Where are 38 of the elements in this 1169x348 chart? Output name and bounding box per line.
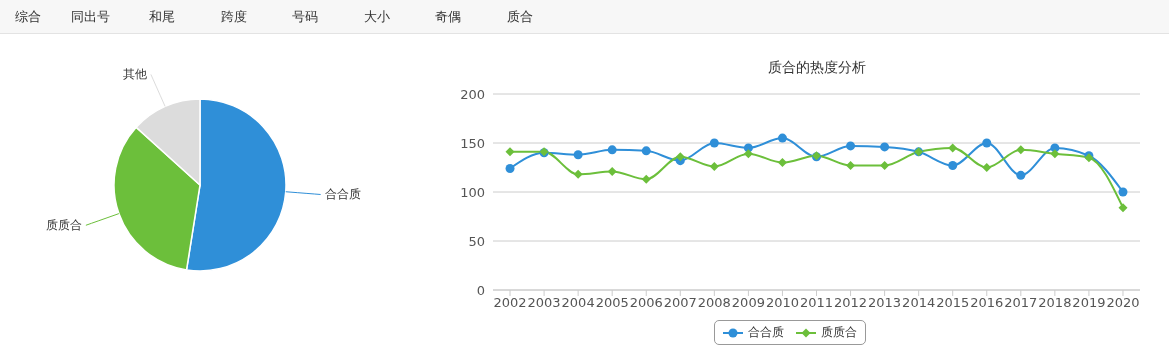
x-tick-label: 2010 — [765, 295, 799, 311]
y-tick-label: 0 — [476, 282, 485, 298]
x-tick-label: 2020 — [1106, 295, 1140, 311]
x-tick-label: 2008 — [697, 295, 731, 311]
x-tick-label: 2019 — [1072, 295, 1106, 311]
text: 跨度 — [219, 8, 248, 26]
y-tick-label: 200 — [460, 86, 485, 102]
x-tick-label: 2009 — [731, 295, 765, 311]
x-tick-label: 2004 — [561, 295, 595, 311]
x-tick-label: 2013 — [868, 295, 902, 311]
slice-label: 质质合 — [45, 218, 82, 233]
chart-title: 质合的热度分析 — [766, 59, 867, 77]
y-tick-label: 50 — [468, 233, 485, 249]
x-tick-label: 2014 — [902, 295, 936, 311]
slice-label: 合合质 — [324, 187, 361, 202]
legend-label: 质质合 — [820, 324, 857, 341]
text: 质合 — [505, 8, 534, 26]
x-tick-label: 2002 — [493, 295, 527, 311]
x-tick-label: 2005 — [595, 295, 629, 311]
x-tick-label: 2003 — [527, 295, 561, 311]
x-tick-label: 2011 — [799, 295, 834, 311]
text: 和尾 — [148, 8, 177, 26]
legend-label: 合合质 — [747, 324, 784, 341]
x-tick-label: 2012 — [834, 295, 868, 311]
x-tick-label: 2017 — [1004, 295, 1038, 311]
text: 同出号 — [70, 8, 112, 26]
x-tick-label: 2007 — [663, 295, 697, 311]
x-tick-label: 2018 — [1038, 295, 1072, 311]
text: 大小 — [362, 8, 391, 26]
slice-label: 其他 — [122, 67, 147, 82]
x-tick-label: 2006 — [629, 295, 663, 311]
y-tick-label: 150 — [460, 135, 485, 151]
x-tick-label: 2015 — [936, 295, 970, 311]
text: 奇偶 — [434, 8, 463, 26]
y-tick-label: 100 — [460, 184, 485, 200]
x-tick-label: 2016 — [970, 295, 1004, 311]
text: 号码 — [291, 8, 320, 26]
text: 综合 — [13, 8, 42, 26]
